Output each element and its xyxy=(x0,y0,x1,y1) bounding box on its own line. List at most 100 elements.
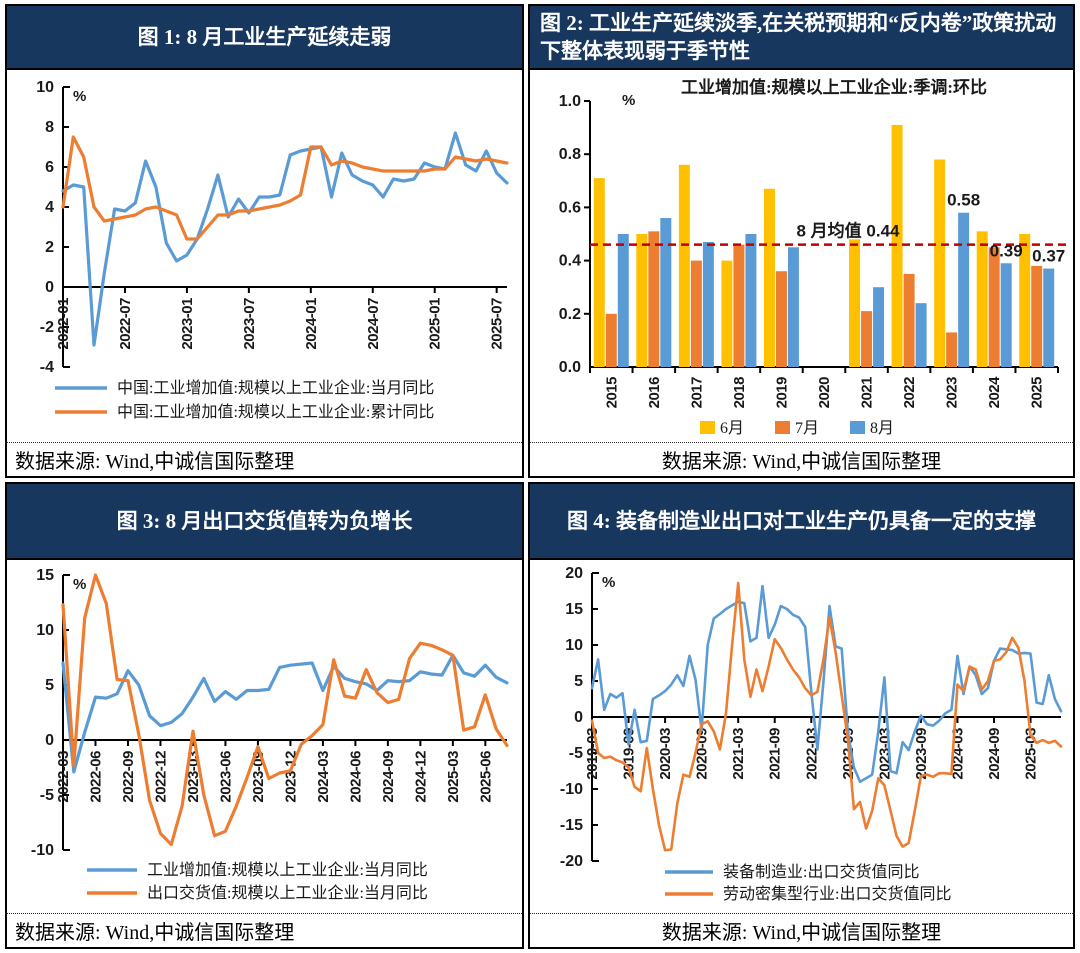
svg-text:-4: -4 xyxy=(40,359,54,376)
svg-text:2025: 2025 xyxy=(1029,377,1046,409)
axes xyxy=(591,571,1061,862)
svg-text:2025-07: 2025-07 xyxy=(489,298,506,350)
bar-2021-6月 xyxy=(849,239,861,367)
svg-text:2021-09: 2021-09 xyxy=(767,727,784,779)
figure-2-title: 图 2: 工业生产延续淡季,在关税预期和“反内卷”政策扰动下整体表现弱于季节性 xyxy=(530,6,1073,70)
svg-text:出口交货值:规模以上工业企业:当月同比: 出口交货值:规模以上工业企业:当月同比 xyxy=(147,884,428,902)
bar-2015-7月 xyxy=(605,313,617,367)
bar-2022-8月 xyxy=(915,303,927,367)
svg-text:8: 8 xyxy=(45,119,54,136)
svg-text:-5: -5 xyxy=(40,787,54,804)
bar-2024-8月 xyxy=(1000,263,1012,367)
svg-text:15: 15 xyxy=(36,567,54,584)
svg-text:6: 6 xyxy=(45,159,54,176)
bar-2019-7月 xyxy=(775,271,787,367)
svg-text:10: 10 xyxy=(565,637,583,654)
bar-2025-7月 xyxy=(1031,265,1043,367)
figure-3-chart: 15 10 5 0 -5 -10 2022-03 2022-06 2022-09 2022-12 2… xyxy=(31,567,509,902)
svg-text:20: 20 xyxy=(565,565,583,582)
svg-text:2023-06: 2023-06 xyxy=(217,750,234,802)
figure-1-title: 图 1: 8 月工业生产延续走弱 xyxy=(7,6,522,70)
svg-text:10: 10 xyxy=(36,622,54,639)
figure-2-chart-area: 1.0 0.8 0.6 0.4 0.2 0.0% 工业增加值:规模以上工业企业:季调:环比 2… xyxy=(530,70,1073,442)
bar-2017-7月 xyxy=(690,260,702,367)
svg-text:0.8: 0.8 xyxy=(559,146,581,163)
svg-text:中国:工业增加值:规模以上工业企业:累计同比: 中国:工业增加值:规模以上工业企业:累计同比 xyxy=(117,403,434,421)
bar-2018-6月 xyxy=(721,260,733,367)
bar-2022-7月 xyxy=(903,273,915,367)
svg-text:%: % xyxy=(602,574,615,591)
bar-2023-7月 xyxy=(946,332,958,367)
bar-2023-8月 xyxy=(958,212,970,367)
figure-panel-2: 图 2: 工业生产延续淡季,在关税预期和“反内卷”政策扰动下整体表现弱于季节性 … xyxy=(528,4,1075,478)
svg-text:2020-03: 2020-03 xyxy=(657,727,674,779)
svg-text:2021: 2021 xyxy=(859,377,876,409)
svg-text:%: % xyxy=(73,88,86,105)
svg-text:10: 10 xyxy=(36,79,54,96)
svg-text:0.39: 0.39 xyxy=(990,241,1023,260)
bar-2016-8月 xyxy=(660,218,672,367)
legend: 6月 7月 8月 xyxy=(700,420,894,437)
svg-text:2: 2 xyxy=(45,239,54,256)
svg-text:2017: 2017 xyxy=(688,377,705,409)
bar-2016-6月 xyxy=(636,234,648,367)
svg-text:2022-09: 2022-09 xyxy=(120,750,137,802)
bar-2024-7月 xyxy=(988,247,1000,367)
bar-2017-8月 xyxy=(702,241,714,367)
svg-text:2024: 2024 xyxy=(986,376,1003,409)
svg-text:0: 0 xyxy=(45,279,54,296)
figure-panel-4: 图 4: 装备制造业出口对工业生产仍具备一定的支撑 20 15 10 5 0 -5 -10 -… xyxy=(528,482,1075,949)
svg-text:-20: -20 xyxy=(560,853,583,870)
figure-2-chart: 1.0 0.8 0.6 0.4 0.2 0.0% 工业增加值:规模以上工业企业:季调:环比 2… xyxy=(559,77,1067,437)
bar-2022-6月 xyxy=(891,124,903,367)
svg-text:8 月均值 0.44: 8 月均值 0.44 xyxy=(797,221,901,241)
svg-text:2023-01: 2023-01 xyxy=(179,298,196,350)
svg-text:2020: 2020 xyxy=(816,377,833,409)
bars xyxy=(593,124,1055,367)
svg-text:2023-09: 2023-09 xyxy=(913,727,930,779)
axis-labels: 1.0 0.8 0.6 0.4 0.2 0.0% 工业增加值:规模以上工业企业:季调:环比 2… xyxy=(559,77,1046,408)
series-line-0 xyxy=(61,653,509,773)
figure-2-source: 数据来源: Wind,中诚信国际整理 xyxy=(530,442,1073,476)
svg-text:7月: 7月 xyxy=(795,420,819,437)
svg-text:2019: 2019 xyxy=(773,377,790,409)
series-line-1 xyxy=(61,572,509,846)
figure-panel-1: 图 1: 8 月工业生产延续走弱 10 8 6 4 2 0 -2 -4 2022-01 2022-… xyxy=(5,4,524,478)
svg-text:2021-03: 2021-03 xyxy=(730,727,747,779)
svg-text:2023-07: 2023-07 xyxy=(241,298,258,350)
bar-2024-6月 xyxy=(976,231,988,367)
svg-text:2024-03: 2024-03 xyxy=(315,750,332,802)
svg-text:工业增加值:规模以上工业企业:季调:环比: 工业增加值:规模以上工业企业:季调:环比 xyxy=(681,77,987,97)
bar-2015-8月 xyxy=(617,234,629,367)
bar-2018-7月 xyxy=(733,244,745,367)
figure-panel-3: 图 3: 8 月出口交货值转为负增长 15 10 5 0 -5 -10 2022-03 202… xyxy=(5,482,524,949)
svg-text:%: % xyxy=(73,576,86,593)
svg-text:0.4: 0.4 xyxy=(559,253,581,270)
series-line-1 xyxy=(590,581,1063,852)
svg-text:2024-09: 2024-09 xyxy=(380,750,397,802)
svg-text:2015: 2015 xyxy=(603,377,620,409)
svg-text:2024-07: 2024-07 xyxy=(365,298,382,350)
svg-text:-15: -15 xyxy=(560,817,583,834)
svg-text:2023-12: 2023-12 xyxy=(282,750,299,802)
svg-text:2022-01: 2022-01 xyxy=(55,298,72,350)
svg-text:5: 5 xyxy=(574,673,583,690)
svg-text:0.6: 0.6 xyxy=(559,199,581,216)
bar-2017-6月 xyxy=(678,164,690,367)
svg-text:劳动密集型行业:出口交货值同比: 劳动密集型行业:出口交货值同比 xyxy=(723,885,951,903)
svg-text:-10: -10 xyxy=(560,781,583,798)
svg-text:2022-03: 2022-03 xyxy=(55,750,72,802)
svg-text:2023: 2023 xyxy=(944,377,961,409)
svg-text:装备制造业:出口交货值同比: 装备制造业:出口交货值同比 xyxy=(723,863,919,881)
svg-text:0.2: 0.2 xyxy=(559,306,581,323)
svg-text:2022-06: 2022-06 xyxy=(87,750,104,802)
bar-2018-8月 xyxy=(745,234,757,367)
bar-2025-6月 xyxy=(1019,234,1031,367)
figure-3-source: 数据来源: Wind,中诚信国际整理 xyxy=(7,913,522,947)
svg-text:2019-09: 2019-09 xyxy=(621,727,638,779)
figure-3-chart-area: 15 10 5 0 -5 -10 2022-03 2022-06 2022-09 2022-12 2… xyxy=(7,560,522,913)
